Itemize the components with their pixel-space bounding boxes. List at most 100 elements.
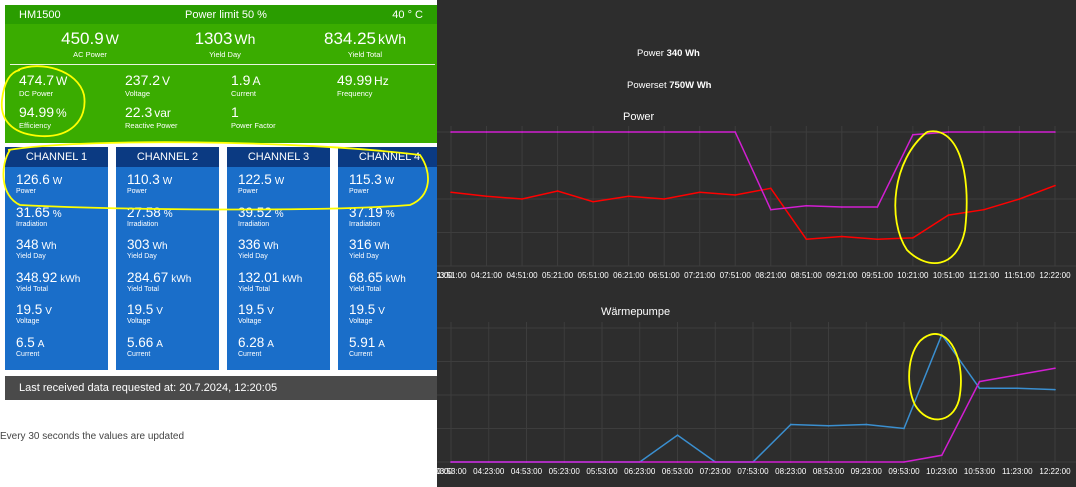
data-point <box>789 461 792 463</box>
data-point <box>676 434 679 436</box>
reactive-power: 22.3 var Reactive Power <box>125 104 178 130</box>
annotation-circle <box>894 130 968 265</box>
x-tick-label: 07:51:00 <box>720 271 752 280</box>
data-point <box>734 131 737 133</box>
data-point <box>450 131 452 133</box>
x-tick-label: 1:00 <box>437 271 453 280</box>
channel-yield-day: 348 Wh Yield Day <box>16 237 57 260</box>
x-tick-label: 12:22:00 <box>1039 271 1071 280</box>
x-tick-label: 06:51:00 <box>649 271 681 280</box>
channel-power: 110.3 W Power <box>127 172 173 195</box>
data-point <box>1054 388 1056 391</box>
data-point <box>1018 131 1021 133</box>
data-point <box>556 131 559 133</box>
data-point <box>983 131 985 133</box>
channel-voltage: 19.5 V Voltage <box>349 302 385 325</box>
data-point <box>485 131 488 133</box>
data-point <box>525 461 528 463</box>
power-stat: Power 340 Wh <box>637 48 700 59</box>
x-tick-label: 07:21:00 <box>684 271 716 280</box>
channel-irradiation: 39.52% Irradiation <box>238 204 284 228</box>
data-point <box>1054 131 1056 133</box>
data-point <box>1016 387 1019 390</box>
x-tick-label: 03:53:00 <box>437 467 467 476</box>
channel-current: 6.5 A Current <box>16 334 45 358</box>
x-tick-label: 05:51:00 <box>578 271 610 280</box>
channel-irradiation: 31.65% Irradiation <box>16 204 62 228</box>
data-point <box>1016 374 1019 376</box>
data-point <box>592 131 594 133</box>
efficiency: 94.99% Efficiency <box>19 104 67 130</box>
data-point <box>805 204 808 207</box>
yellow-annotations <box>0 65 429 211</box>
channel-voltage: 19.5 V Voltage <box>16 302 52 325</box>
x-tick-label: 0:00 <box>437 467 453 476</box>
data-point <box>698 191 701 194</box>
data-point <box>947 214 950 216</box>
data-point <box>1018 198 1021 200</box>
data-point <box>876 238 879 240</box>
data-point <box>714 461 717 463</box>
data-point <box>983 208 985 211</box>
data-point <box>487 461 490 463</box>
data-point <box>940 454 943 457</box>
data-point <box>485 195 488 198</box>
opendtu-panel: HM1500 Power limit 50 % 40 ° C 450.9 W AC… <box>0 0 441 487</box>
channel-current: 5.91 A Current <box>349 334 385 358</box>
x-tick-label: 04:53:00 <box>511 467 543 476</box>
x-tick-label: 07:53:00 <box>737 467 769 476</box>
channel-yield-total: 68.65 kWh Yield Total <box>349 269 406 293</box>
data-point <box>978 380 981 383</box>
annotation-circle <box>2 141 429 211</box>
yellow-annotations-right <box>894 130 968 421</box>
power-limit: Power limit 50 % <box>185 9 267 21</box>
channel-yield-day: 303 Wh Yield Day <box>127 237 168 260</box>
status-bar: Last received data requested at: 20.7.20… <box>5 376 440 400</box>
data-point <box>912 133 914 136</box>
update-note: Every 30 seconds the values are updated <box>0 431 185 442</box>
inverter-header[interactable]: HM1500 Power limit 50 % 40 ° C <box>5 5 440 24</box>
x-tick-label: 06:23:00 <box>624 467 656 476</box>
series-line-1 <box>451 131 1055 211</box>
data-point <box>865 461 868 463</box>
data-point <box>450 191 452 194</box>
data-point <box>592 200 594 203</box>
x-tick-label: 12:22:00 <box>1039 467 1071 476</box>
data-point <box>450 461 452 463</box>
series-line-0 <box>450 184 1056 240</box>
data-point <box>865 423 868 426</box>
channel-title: CHANNEL 3 <box>227 147 330 167</box>
data-point <box>663 131 665 133</box>
x-tick-label: 09:23:00 <box>851 467 883 476</box>
channel-current: 6.28 A Current <box>238 334 274 358</box>
x-tick-label: 07:23:00 <box>700 467 732 476</box>
x-tick-label: 08:21:00 <box>755 271 787 280</box>
data-point <box>769 187 772 190</box>
data-point <box>521 131 523 133</box>
data-point <box>752 461 754 463</box>
data-point <box>601 461 603 463</box>
inverter-totals: 450.9 W AC Power 1303 Wh Yield Day 834.25 k… <box>5 24 440 143</box>
x-tick-label: 09:53:00 <box>888 467 920 476</box>
data-point <box>638 461 641 463</box>
data-point <box>903 427 905 430</box>
x-tick-label: 08:23:00 <box>775 467 807 476</box>
x-tick-label: 05:53:00 <box>586 467 618 476</box>
data-point <box>627 131 630 133</box>
x-tick-label: 10:51:00 <box>933 271 965 280</box>
annotation-circle <box>908 333 962 421</box>
channel-card: CHANNEL 3 122.5 W Power 39.52% Irradiation 336… <box>227 147 330 370</box>
channel-yield-total: 132.01 kWh Yield Total <box>238 269 303 293</box>
powerset-stat: Powerset 750W Wh <box>627 80 712 91</box>
channel-current: 5.66 A Current <box>127 334 163 358</box>
waermepumpe-chart-title: Wärmepumpe <box>601 306 671 318</box>
x-tick-label: 06:21:00 <box>613 271 645 280</box>
channel-card: CHANNEL 1 126.6 W Power 31.65% Irradiation 348… <box>5 147 108 370</box>
x-tick-label: 10:53:00 <box>964 467 996 476</box>
x-tick-label: 04:51:00 <box>506 271 538 280</box>
yield-day: 1303 Wh Yield Day <box>194 29 256 59</box>
ac-power: 450.9 W AC Power <box>61 29 119 59</box>
channel-power: 115.3 W Power <box>349 172 395 195</box>
channel-voltage: 19.5 V Voltage <box>238 302 274 325</box>
data-point <box>805 238 808 240</box>
